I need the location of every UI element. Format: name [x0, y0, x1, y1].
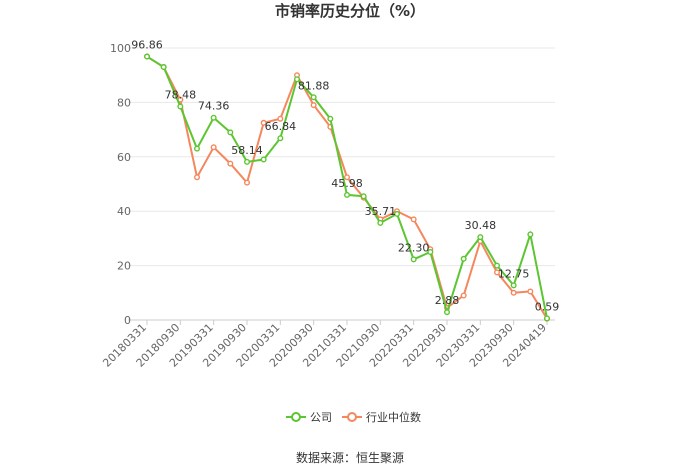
data-point — [544, 315, 551, 322]
data-label: 78.48 — [165, 89, 197, 102]
data-point — [310, 102, 317, 109]
legend-item-0[interactable]: 公司 — [286, 411, 332, 424]
data-point — [527, 231, 534, 238]
y-tick-label: 0 — [124, 314, 131, 327]
data-point — [427, 248, 434, 255]
data-label: 45.98 — [331, 177, 363, 190]
data-point — [410, 216, 417, 223]
x-axis: 2018033120180930201903312019093020200331… — [100, 320, 549, 370]
data-point — [460, 255, 467, 262]
data-point — [494, 269, 501, 276]
data-label: 66.84 — [265, 120, 297, 133]
data-point — [277, 135, 284, 142]
data-point — [410, 256, 417, 263]
data-point — [277, 115, 284, 122]
y-axis: 0 20 40 60 80 100 — [110, 42, 131, 327]
data-point — [510, 289, 517, 296]
data-point — [377, 219, 384, 226]
series-0 — [143, 53, 551, 322]
data-point — [360, 193, 367, 200]
legend-item-1[interactable]: 行业中位数 — [342, 410, 421, 424]
data-point — [444, 309, 451, 316]
data-label: 81.88 — [298, 79, 330, 92]
data-label: 12.75 — [498, 267, 530, 280]
data-point — [210, 114, 217, 121]
data-label: 0.59 — [535, 300, 560, 313]
data-label: 2.88 — [435, 294, 460, 307]
data-point — [510, 282, 517, 289]
data-point — [143, 53, 150, 60]
data-label: 96.86 — [131, 39, 163, 52]
data-point — [310, 94, 317, 101]
legend-label: 行业中位数 — [366, 410, 421, 424]
data-point — [344, 174, 351, 181]
data-point — [227, 129, 234, 136]
data-label: 74.36 — [198, 100, 230, 113]
y-tick-label: 60 — [117, 151, 131, 164]
data-point — [160, 64, 167, 71]
data-label: 30.48 — [465, 219, 497, 232]
data-point — [394, 210, 401, 217]
data-point — [193, 145, 200, 152]
legend-label: 公司 — [310, 411, 332, 424]
data-point — [227, 160, 234, 167]
chart-title: 市销率历史分位（%） — [275, 2, 425, 20]
data-point — [243, 179, 250, 186]
legend-marker — [291, 412, 301, 422]
data-point — [193, 174, 200, 181]
data-point — [177, 103, 184, 110]
data-point — [460, 292, 467, 299]
data-point — [527, 288, 534, 295]
data-point — [294, 76, 301, 83]
data-label: 58.14 — [231, 144, 263, 157]
y-tick-label: 40 — [117, 205, 131, 218]
data-label: 22.30 — [398, 241, 430, 254]
grid — [128, 47, 555, 321]
data-point — [210, 144, 217, 151]
y-tick-label: 100 — [110, 42, 131, 55]
data-point — [260, 156, 267, 163]
legend-marker — [347, 412, 357, 422]
data-point — [477, 234, 484, 241]
y-tick-label: 20 — [117, 260, 131, 273]
data-point — [260, 119, 267, 126]
y-tick-label: 80 — [117, 96, 131, 109]
data-point — [243, 158, 250, 165]
data-point — [494, 262, 501, 269]
data-source: 数据来源：恒生聚源 — [296, 450, 404, 465]
data-point — [327, 115, 334, 122]
data-point — [344, 191, 351, 198]
series-lines — [143, 53, 551, 322]
legend[interactable]: 公司 行业中位数 — [286, 410, 421, 424]
data-label: 35.71 — [365, 205, 397, 218]
